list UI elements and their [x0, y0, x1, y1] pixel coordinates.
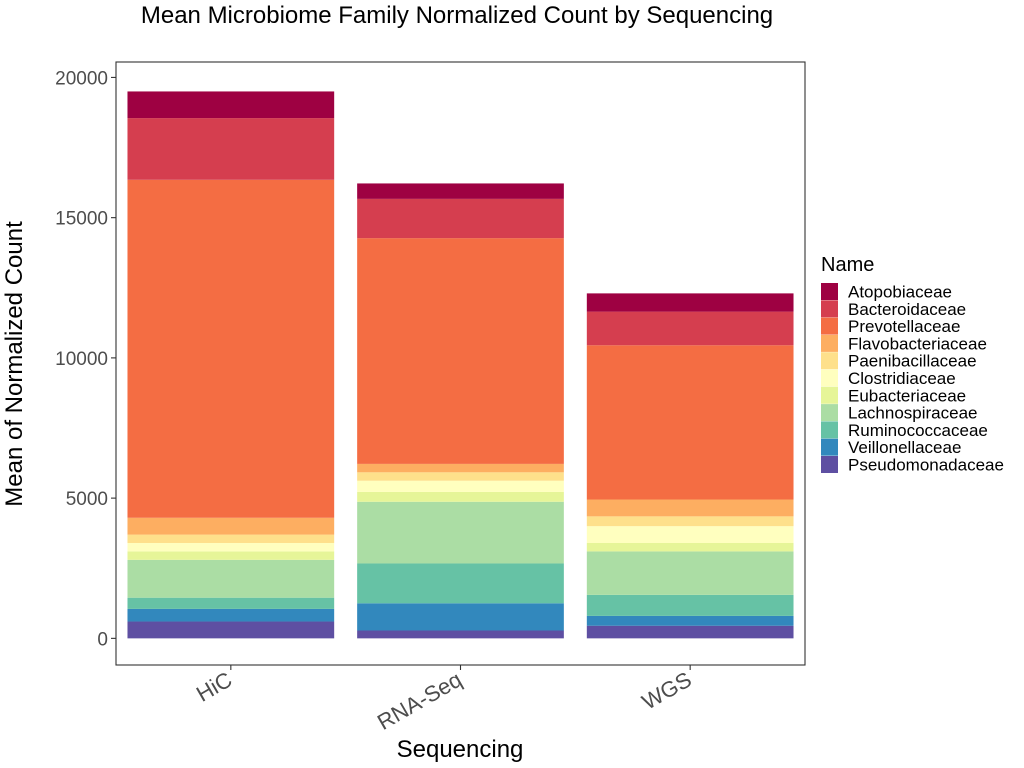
legend-key-veillonellaceae — [821, 438, 838, 456]
legend-label-atopobiaceae: Atopobiaceae — [848, 283, 952, 302]
x-axis-title: Sequencing — [397, 736, 524, 763]
bar-segment-hic-pseudomonadaceae — [127, 621, 335, 639]
legend: Name AtopobiaceaeBacteroidaceaePrevotell… — [821, 254, 1004, 475]
legend-key-bacteroidaceae — [821, 300, 838, 318]
x-axis: HiC RNA-Seq WGS — [192, 665, 696, 735]
bar-segment-hic-ruminococcaceae — [127, 597, 335, 609]
legend-key-clostridiaceae — [821, 369, 838, 387]
bar-segment-hic-lachnospiraceae — [127, 559, 335, 598]
bar-segment-wgs-veillonellaceae — [586, 615, 794, 626]
chart-title: Mean Microbiome Family Normalized Count … — [141, 2, 773, 29]
legend-label-paenibacillaceae: Paenibacillaceae — [848, 352, 977, 371]
legend-label-clostridiaceae: Clostridiaceae — [848, 369, 956, 388]
bar-segment-hic-atopobiaceae — [127, 91, 335, 119]
legend-key-flavobacteriaceae — [821, 334, 838, 352]
bar-segment-rna-seq-flavobacteriaceae — [357, 463, 564, 473]
legend-label-veillonellaceae: Veillonellaceae — [848, 438, 961, 457]
bar-segment-rna-seq-veillonellaceae — [357, 603, 564, 631]
bar-segment-hic-bacteroidaceae — [127, 118, 335, 180]
bar-segment-wgs-bacteroidaceae — [586, 311, 794, 346]
legend-key-pseudomonadaceae — [821, 456, 838, 473]
bar-segment-rna-seq-paenibacillaceae — [357, 472, 564, 481]
bar-segment-hic-veillonellaceae — [127, 608, 335, 622]
legend-key-prevotellaceae — [821, 317, 838, 335]
y-tick-label: 15000 — [55, 209, 108, 230]
legend-label-flavobacteriaceae: Flavobacteriaceae — [848, 334, 987, 353]
x-tick-label-wgs: WGS — [638, 667, 696, 715]
legend-label-bacteroidaceae: Bacteroidaceae — [848, 300, 966, 319]
y-tick-label: 20000 — [55, 68, 108, 89]
bar-segment-rna-seq-pseudomonadaceae — [357, 630, 564, 639]
bar-segment-rna-seq-lachnospiraceae — [357, 501, 564, 564]
legend-label-ruminococcaceae: Ruminococcaceae — [848, 421, 988, 440]
bar-segment-wgs-flavobacteriaceae — [586, 499, 794, 517]
legend-key-paenibacillaceae — [821, 352, 838, 370]
bar-segment-hic-paenibacillaceae — [127, 534, 335, 543]
x-tick-label-hic: HiC — [192, 667, 236, 707]
plot-area — [115, 61, 806, 666]
bar-segment-hic-eubacteriaceae — [127, 551, 335, 560]
bar-segment-wgs-lachnospiraceae — [586, 551, 794, 595]
legend-key-atopobiaceae — [821, 283, 838, 300]
bar-segment-wgs-ruminococcaceae — [586, 594, 794, 616]
legend-label-lachnospiraceae: Lachnospiraceae — [848, 404, 977, 423]
bar-segment-wgs-clostridiaceae — [586, 526, 794, 543]
y-axis-title: Mean of Normalized Count — [1, 221, 28, 507]
legend-key-eubacteriaceae — [821, 386, 838, 404]
bar-segment-wgs-eubacteriaceae — [586, 543, 794, 552]
bar-segment-rna-seq-atopobiaceae — [357, 183, 564, 199]
bar-segment-rna-seq-prevotellaceae — [357, 238, 564, 464]
y-tick-label: 5000 — [66, 489, 108, 510]
bar-segment-rna-seq-eubacteriaceae — [357, 491, 564, 502]
legend-label-pseudomonadaceae: Pseudomonadaceae — [848, 456, 1004, 475]
y-axis: 0 5000 10000 15000 20000 — [55, 68, 116, 650]
legend-label-prevotellaceae: Prevotellaceae — [848, 317, 960, 336]
bar-segment-hic-prevotellaceae — [127, 179, 335, 518]
bar-segment-wgs-atopobiaceae — [586, 293, 794, 312]
bar-segment-rna-seq-clostridiaceae — [357, 480, 564, 492]
legend-key-ruminococcaceae — [821, 421, 838, 439]
bar-segment-rna-seq-bacteroidaceae — [357, 198, 564, 239]
legend-label-eubacteriaceae: Eubacteriaceae — [848, 386, 966, 405]
bar-segment-wgs-paenibacillaceae — [586, 516, 794, 527]
legend-key-lachnospiraceae — [821, 404, 838, 422]
legend-title: Name — [821, 254, 874, 276]
x-tick-label-rna-seq: RNA-Seq — [373, 667, 466, 735]
y-tick-label: 0 — [97, 629, 108, 650]
bar-segment-hic-flavobacteriaceae — [127, 517, 335, 535]
bar-segment-wgs-pseudomonadaceae — [586, 625, 794, 639]
bar-segment-hic-clostridiaceae — [127, 543, 335, 552]
bar-segment-rna-seq-ruminococcaceae — [357, 563, 564, 604]
y-tick-label: 10000 — [55, 349, 108, 370]
bar-segment-wgs-prevotellaceae — [586, 345, 794, 500]
